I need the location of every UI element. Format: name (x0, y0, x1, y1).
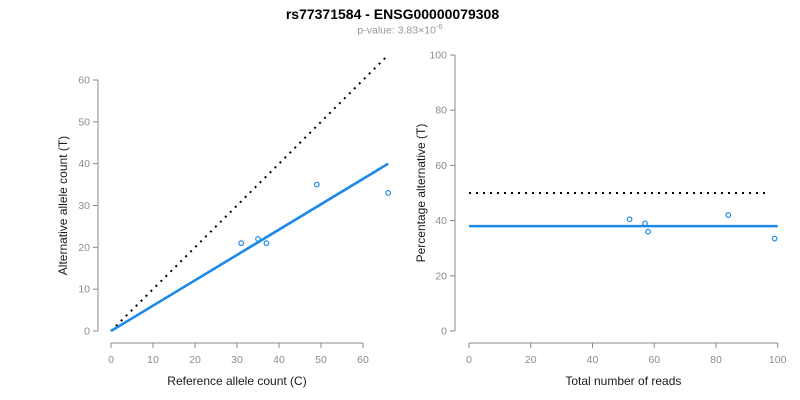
pvalue-text: p-value: 3.83×10 (357, 24, 436, 37)
data-point (263, 240, 270, 247)
allele-counts-plot: 0 10 20 30 40 50 60 0 10 20 30 40 50 60 Reference alle… (56, 54, 392, 388)
x-tick-label: 40 (587, 354, 599, 366)
x-tick-label: 50 (315, 354, 327, 366)
x-tick-label: 20 (189, 354, 201, 366)
data-point (645, 228, 651, 235)
x-axis-title: Total number of reads (565, 374, 681, 388)
data-point (626, 216, 633, 223)
data-point (238, 240, 245, 247)
x-tick-label: 30 (231, 354, 243, 366)
x-tick-label: 60 (648, 354, 660, 366)
data-point (313, 181, 320, 188)
y-tick-label: 10 (78, 284, 90, 296)
y-tick-label: 40 (78, 158, 90, 170)
y-axis-title: Percentage alternative (T) (414, 124, 428, 263)
x-tick-label: 0 (108, 354, 114, 366)
y-tick-label: 100 (429, 50, 447, 62)
data-point (771, 235, 778, 242)
data-point (385, 190, 392, 196)
percentage-alternative-plot: 0 20 40 60 80 100 0 20 40 60 80 100 Total number of … (414, 50, 787, 389)
pvalue-exponent: -6 (435, 22, 443, 31)
data-point (642, 220, 648, 227)
x-tick-label: 40 (273, 354, 285, 366)
x-tick-label: 80 (710, 354, 722, 366)
y-tick-label: 60 (435, 160, 447, 172)
y-tick-label: 30 (78, 200, 90, 212)
x-axis-title: Reference allele count (C) (167, 374, 306, 388)
data-point (255, 236, 261, 242)
figure-title: rs77371584 - ENSG00000079308 (285, 6, 500, 22)
y-tick-label: 20 (78, 242, 90, 254)
fit-line (110, 162, 389, 333)
y-tick-label: 80 (435, 105, 447, 117)
x-tick-label: 10 (147, 354, 159, 366)
y-tick-label: 0 (441, 326, 447, 338)
data-point (725, 212, 732, 218)
figure-subtitle: p-value: 3.83×10-6 (0, 22, 800, 37)
x-tick-label: 0 (466, 354, 472, 366)
y-tick-label: 20 (435, 270, 447, 282)
y-tick-label: 50 (78, 116, 90, 128)
x-tick-label: 60 (357, 354, 369, 366)
x-tick-label: 20 (525, 354, 537, 366)
y-tick-label: 40 (435, 215, 447, 227)
x-tick-label: 100 (769, 354, 787, 366)
y-tick-label: 60 (78, 75, 90, 87)
identity-line (110, 54, 389, 332)
y-tick-label: 0 (84, 326, 90, 338)
y-axis-title: Alternative allele count (T) (56, 136, 70, 275)
